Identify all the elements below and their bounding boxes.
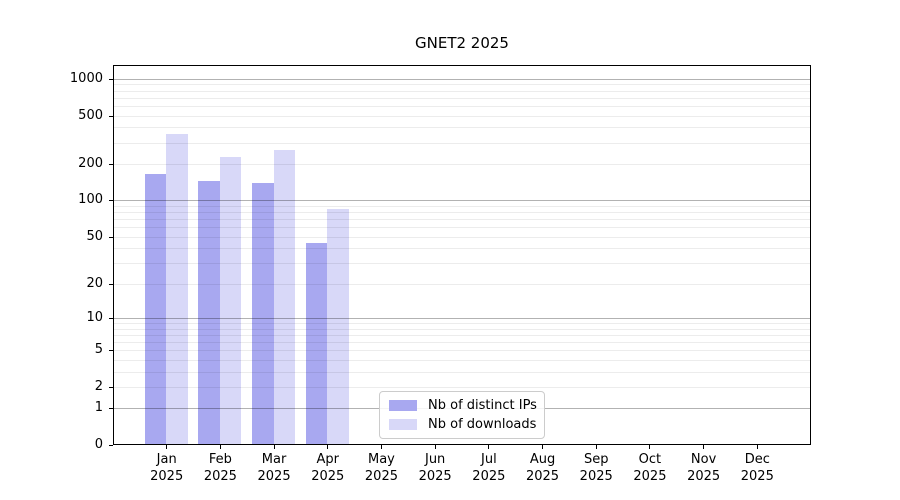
legend-row-downloads: Nb of downloads (389, 417, 537, 432)
gridline-minor (113, 219, 811, 221)
x-tick-label: Sep 2025 (579, 452, 613, 484)
x-tick-label: Aug 2025 (525, 452, 560, 484)
gridline-minor (113, 205, 811, 207)
y-tick-label: 0 (94, 437, 103, 452)
y-tick-label: 10 (86, 309, 103, 325)
bar-distinct-ips-mar (252, 182, 274, 445)
y-tick-label: 20 (86, 275, 103, 291)
gridline-minor (113, 386, 811, 388)
legend-swatch-downloads (389, 419, 417, 430)
gridline-minor (113, 248, 811, 250)
gridline-minor (113, 263, 811, 265)
gridline-minor (113, 371, 811, 373)
gridline-major (113, 317, 811, 319)
bar-downloads-feb (219, 156, 242, 445)
x-tick-label: May 2025 (364, 452, 398, 484)
x-tick-label: Jun 2025 (418, 452, 452, 484)
x-tick-label: Mar 2025 (257, 452, 291, 484)
x-tick-label: Apr 2025 (311, 452, 345, 484)
legend-label-downloads: Nb of downloads (428, 417, 537, 432)
x-tick-label: Oct 2025 (633, 452, 667, 484)
x-tick-mark (542, 445, 544, 449)
gridline-minor (113, 322, 811, 324)
x-tick-label: Nov 2025 (687, 452, 721, 484)
y-tick-mark (109, 317, 113, 319)
y-tick-mark (109, 200, 113, 202)
gridline-minor (113, 127, 811, 129)
gridline-major (113, 78, 811, 80)
y-tick-label: 2 (94, 378, 103, 394)
x-tick-mark (380, 445, 382, 449)
x-tick-label: Dec 2025 (740, 452, 774, 484)
bars-layer (113, 65, 811, 445)
gridline-major (113, 200, 811, 202)
gridline-minor (113, 90, 811, 92)
y-tick-label: 200 (78, 155, 103, 171)
gridline-minor (113, 163, 811, 165)
y-tick-mark (109, 350, 113, 352)
gridline-minor (113, 283, 811, 285)
y-tick-mark (109, 386, 113, 388)
x-tick-mark (273, 445, 275, 449)
y-tick-mark (109, 78, 113, 80)
y-tick-label: 5 (94, 342, 103, 358)
x-tick-mark (488, 445, 490, 449)
legend: Nb of distinct IPs Nb of downloads (379, 391, 545, 439)
x-tick-mark (703, 445, 705, 449)
x-tick-label: Jan 2025 (150, 452, 184, 484)
gridline-minor (113, 84, 811, 86)
gridline-minor (113, 142, 811, 144)
chart-title: GNET2 2025 (415, 34, 509, 52)
gridline-minor (113, 328, 811, 330)
y-tick-label: 100 (78, 192, 103, 208)
gridline-minor (113, 212, 811, 214)
gridline-minor (113, 236, 811, 238)
gridline-minor (113, 359, 811, 361)
x-tick-mark (327, 445, 329, 449)
gridline-minor (113, 97, 811, 99)
x-tick-mark (434, 445, 436, 449)
gridline-minor (113, 350, 811, 352)
bar-distinct-ips-apr (305, 243, 328, 445)
gridline-minor (113, 341, 811, 343)
x-tick-mark (649, 445, 651, 449)
legend-row-distinct-ips: Nb of distinct IPs (389, 398, 537, 413)
y-tick-label: 1000 (69, 70, 103, 86)
y-tick-mark (109, 283, 113, 285)
x-tick-label: Feb 2025 (203, 452, 237, 484)
y-tick-label: 1 (94, 400, 103, 416)
bar-distinct-ips-feb (198, 180, 220, 445)
bar-downloads-apr (327, 208, 349, 445)
bar-downloads-mar (273, 150, 296, 445)
plot-area: 0 1 2 5 10 20 50 100 200 500 1000 Jan 2025 Feb 2025 M… (70, 65, 811, 484)
legend-swatch-distinct-ips (389, 400, 417, 411)
axis-layer: 0 1 2 5 10 20 50 100 200 500 1000 Jan 2025 Feb 2025 M… (70, 65, 811, 484)
legend-label-distinct-ips: Nb of distinct IPs (428, 398, 537, 413)
x-tick-label: Jul 2025 (472, 452, 506, 484)
gridline-minor (113, 115, 811, 117)
gridline-minor (113, 334, 811, 336)
gridline-minor (113, 105, 811, 107)
bar-distinct-ips-jan (144, 174, 167, 445)
bar-downloads-jan (166, 134, 188, 445)
y-tick-label: 500 (78, 107, 103, 123)
x-tick-mark (166, 445, 168, 449)
y-tick-mark (109, 236, 113, 238)
x-tick-mark (219, 445, 221, 449)
gridline-minor (113, 227, 811, 229)
y-tick-mark (109, 408, 113, 410)
y-tick-mark (109, 163, 113, 165)
x-tick-mark (756, 445, 758, 449)
y-tick-mark (109, 115, 113, 117)
y-tick-mark (109, 445, 113, 446)
y-tick-label: 50 (86, 228, 103, 244)
x-tick-mark (595, 445, 597, 449)
